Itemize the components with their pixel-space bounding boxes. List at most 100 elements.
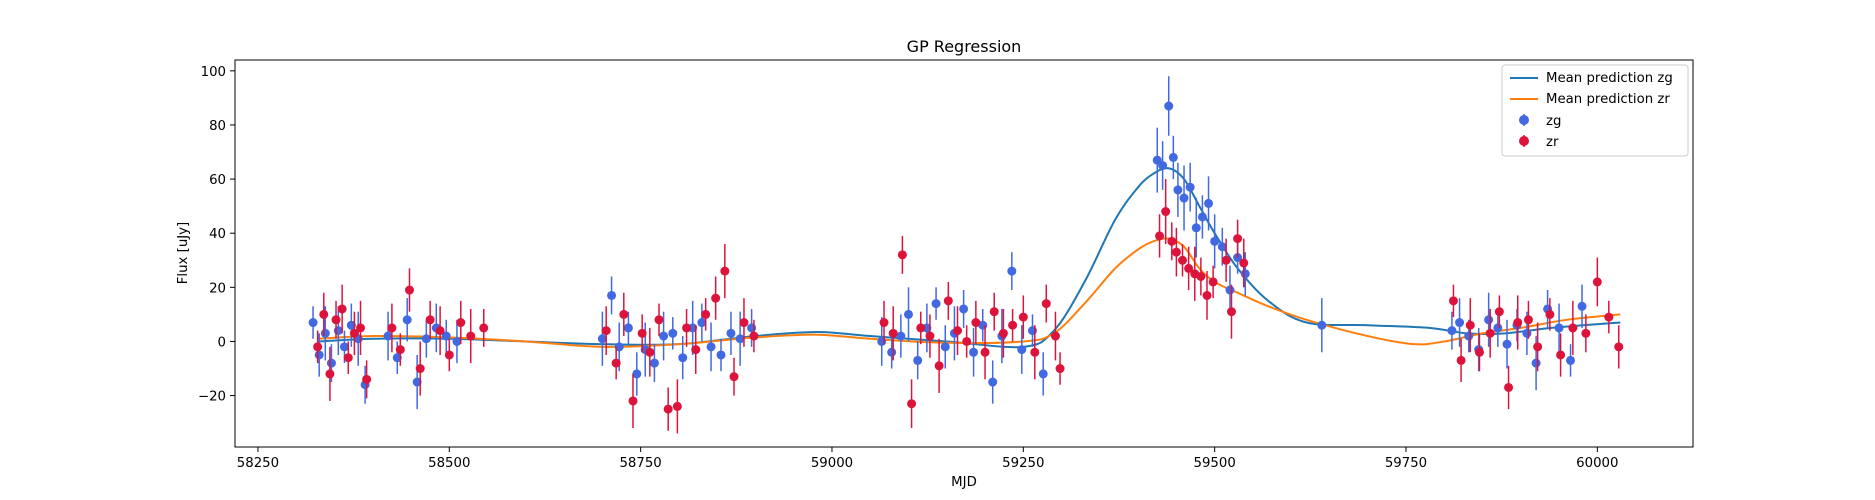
zr-data-point xyxy=(739,298,749,347)
zg-data-point xyxy=(1173,162,1183,217)
chart-title: GP Regression xyxy=(907,37,1022,56)
zg-data-point xyxy=(649,344,659,383)
zg-data-point xyxy=(1168,135,1178,180)
plot-frame xyxy=(234,59,1694,448)
zg-data-point xyxy=(1484,292,1494,347)
y-tick-label: 60 xyxy=(209,173,226,188)
zr-data-point xyxy=(1030,325,1040,380)
zr-data-point xyxy=(1202,271,1212,320)
zg-data-point xyxy=(716,338,726,372)
zg-data-point xyxy=(314,333,324,377)
zr-data-point xyxy=(907,379,917,429)
zg-data-point xyxy=(421,319,431,358)
x-tick-label: 58250 xyxy=(237,456,279,471)
zr-data-point xyxy=(682,308,692,347)
zr-data-point xyxy=(663,387,673,431)
zr-data-point xyxy=(654,303,664,337)
zr-data-point xyxy=(1171,227,1181,277)
zg-data-point xyxy=(1447,311,1457,350)
zg-data-point xyxy=(747,308,757,347)
zg-data-point xyxy=(308,306,318,339)
zg-data-point xyxy=(1007,252,1017,291)
zr-data-point xyxy=(1155,214,1165,258)
x-axis-label: MJD xyxy=(951,475,977,490)
legend-swatch-zg xyxy=(1519,114,1529,126)
zg-data-point xyxy=(1554,303,1564,353)
zr-data-point xyxy=(1465,298,1475,353)
mean-prediction-lines xyxy=(319,167,1621,349)
zr-data-point xyxy=(425,300,435,339)
zr-data-point xyxy=(1604,300,1614,334)
zr-data-point xyxy=(1161,179,1171,245)
y-tick-label: 80 xyxy=(209,119,226,134)
zr-data-point xyxy=(971,300,981,345)
zr-data-point xyxy=(645,327,655,377)
zr-data-point xyxy=(1592,257,1602,307)
zr-data-point xyxy=(1221,238,1231,282)
legend-box xyxy=(1501,64,1689,157)
zr-data-point xyxy=(925,314,935,358)
zg-data-point xyxy=(1502,319,1512,369)
zr-data-point xyxy=(435,306,445,355)
zr-data-point xyxy=(879,300,889,345)
zr-data-point xyxy=(1055,352,1065,385)
zg-data-point xyxy=(1185,162,1195,212)
legend: Mean prediction zg Mean prediction zr zg… xyxy=(1501,64,1689,157)
zr-data-point xyxy=(628,373,638,429)
zr-data-point xyxy=(405,268,415,312)
zr-data-point xyxy=(313,330,323,364)
zr-data-point xyxy=(943,281,953,320)
zg-data-point xyxy=(1179,165,1189,231)
legend-label-zr: zr xyxy=(1546,135,1559,150)
legend-label-mean-zr: Mean prediction zr xyxy=(1546,92,1670,107)
x-tick-label: 58750 xyxy=(619,456,661,471)
zr-data-point xyxy=(1568,300,1578,355)
zg-data-point xyxy=(607,276,617,315)
zg-data-point xyxy=(988,360,998,404)
zr-data-point xyxy=(415,341,425,396)
zr-data-point xyxy=(479,308,489,347)
zg-data-point xyxy=(1017,325,1027,374)
mean-prediction-line-zg xyxy=(319,167,1621,349)
zr-data-point xyxy=(1523,300,1533,339)
zr-data-point xyxy=(1448,284,1458,318)
y-axis-label: Flux [uJy] xyxy=(176,222,191,284)
zr-data-point xyxy=(1545,298,1555,331)
zr-data-point xyxy=(1474,333,1484,372)
zr-data-point xyxy=(466,308,476,364)
zg-data-point xyxy=(1158,141,1168,190)
zr-data-point xyxy=(637,314,647,353)
zr-data-point xyxy=(1008,308,1018,342)
zg-data-point xyxy=(931,287,941,320)
zg-data-point xyxy=(402,298,412,342)
y-tick-label: 20 xyxy=(209,281,226,296)
zr-data-point xyxy=(1233,219,1243,258)
zg-data-point xyxy=(697,303,707,342)
zg-data-point xyxy=(978,308,988,342)
y-tick-label: 0 xyxy=(218,335,226,350)
mean-prediction-line-zr xyxy=(319,237,1621,348)
zr-data-point xyxy=(672,379,682,434)
zr-data-point xyxy=(1050,311,1060,361)
zg-data-point xyxy=(904,287,914,342)
y-axis: −20 0 20 40 60 80 100 xyxy=(198,65,235,405)
x-tick-label: 58500 xyxy=(428,456,470,471)
x-tick-label: 59000 xyxy=(811,456,853,471)
zg-data-point xyxy=(1455,298,1465,347)
zr-data-point xyxy=(962,325,972,358)
zg-data-point xyxy=(452,319,462,364)
zr-data-point xyxy=(319,292,329,337)
zr-data-point xyxy=(916,311,926,345)
zg-data-point xyxy=(441,319,451,353)
zr-data-point xyxy=(1178,244,1188,277)
zr-data-point xyxy=(1208,265,1218,299)
zr-data-point xyxy=(331,300,341,339)
zr-data-point xyxy=(934,338,944,393)
zr-data-point xyxy=(1556,333,1566,377)
zr-data-point xyxy=(1485,308,1495,358)
zr-data-point xyxy=(1196,257,1206,296)
zg-data-point xyxy=(1317,298,1327,353)
zr-data-point xyxy=(980,325,990,380)
zr-data-point xyxy=(619,292,629,337)
